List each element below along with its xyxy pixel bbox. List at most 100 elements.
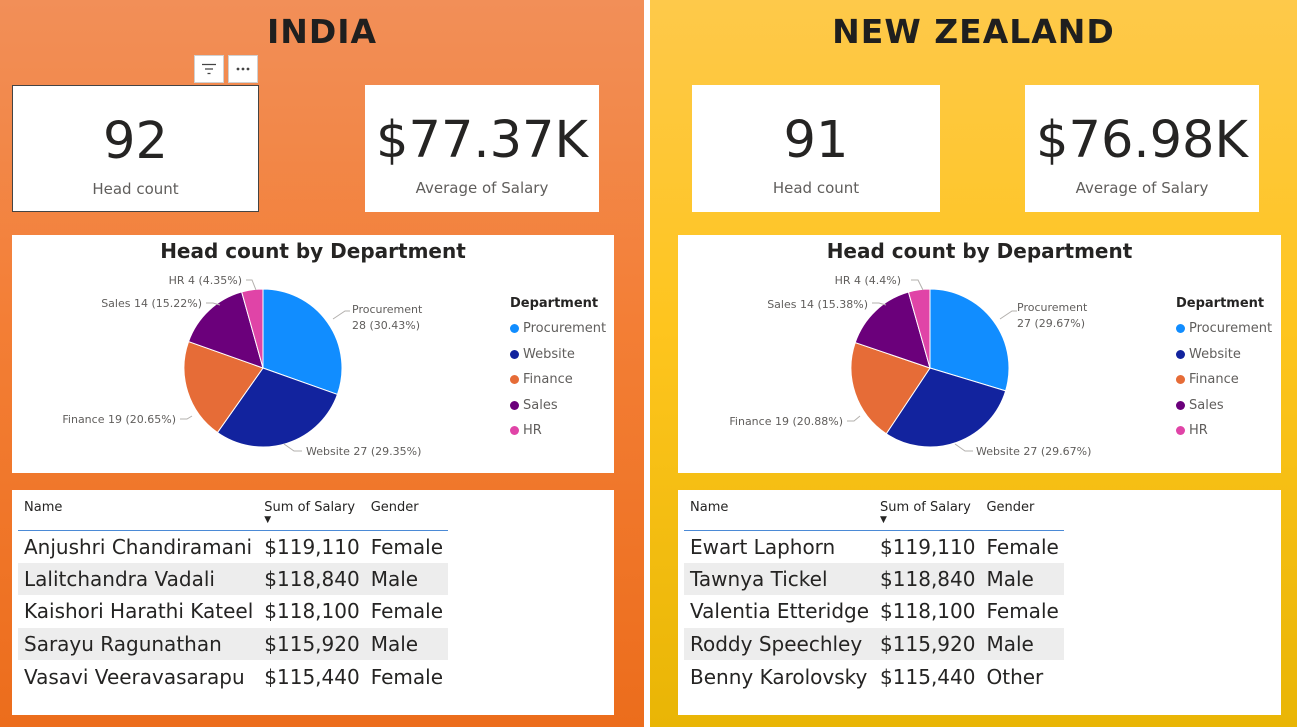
table-row[interactable]: Lalitchandra Vadali $118,840 Male — [18, 562, 449, 596]
nz-pie-slice-hr[interactable] — [907, 288, 931, 369]
india-salary-label: Average of Salary — [415, 179, 549, 197]
column-header-gender[interactable]: Gender — [364, 496, 449, 531]
table-row[interactable]: Benny Karolovsky $115,440 Other — [684, 660, 1064, 693]
nz-title: NEW ZEALAND — [832, 12, 1115, 51]
cell-name: Kaishori Harathi Kateel — [24, 599, 254, 624]
india-pie-slice-finance[interactable] — [183, 340, 264, 434]
nz-headcount-label: Head count — [772, 179, 860, 197]
nz-salary-table: Name Sum of Salary ▼ Gender Ewart Laphorn… — [684, 496, 1064, 693]
nz-label-website: Website 27 (29.67%) — [976, 445, 1091, 458]
column-header-name[interactable]: Name — [684, 496, 875, 531]
india-headcount-label: Head count — [92, 180, 179, 198]
nz-legend-website[interactable]: Website — [1176, 342, 1272, 368]
india-pie-slice-procurement[interactable] — [262, 288, 343, 396]
india-title: INDIA — [266, 12, 378, 51]
more-options-icon[interactable] — [228, 55, 258, 83]
nz-legend-finance[interactable]: Finance — [1176, 367, 1272, 393]
nz-salary-card[interactable]: $76.98K Average of Salary — [1025, 85, 1259, 212]
nz-label-procurement-value: 27 (29.67%) — [1017, 317, 1085, 330]
nz-pie-slice-finance[interactable] — [850, 341, 931, 435]
nz-leader-hr — [911, 279, 924, 291]
india-chart-title: Head count by Department — [160, 239, 466, 263]
table-row[interactable]: Tawnya Tickel $118,840 Male — [684, 562, 1064, 596]
india-salary-card[interactable]: $77.37K Average of Salary — [365, 85, 599, 212]
india-legend-finance[interactable]: Finance — [510, 367, 606, 393]
nz-leader-sales — [872, 302, 887, 306]
nz-label-sales: Sales 14 (15.38%) — [767, 298, 868, 311]
table-row[interactable]: Anjushri Chandiramani $119,110 Female — [18, 530, 448, 563]
table-row[interactable]: Ewart Laphorn $119,110 Female — [684, 530, 1064, 563]
table-row[interactable]: Valentia Etteridge $118,100 Female — [684, 595, 1064, 628]
cell-salary: $118,840 — [258, 562, 365, 596]
legend-label: Sales — [1189, 397, 1224, 413]
india-table-card[interactable]: Name Sum of Salary ▼ Gender Anjushri Chan… — [12, 490, 614, 715]
india-legend: Department Procurement Website Finance S… — [510, 296, 606, 444]
legend-label: Procurement — [1189, 321, 1273, 337]
nz-pie-slice-website[interactable] — [885, 367, 1007, 448]
filter-icon[interactable] — [194, 55, 224, 83]
nz-legend: Department Procurement Website Finance S… — [1176, 296, 1272, 444]
nz-table-card[interactable]: Name Sum of Salary ▼ Gender Ewart Laphorn… — [678, 490, 1281, 715]
cell-name: Benny Karolovsky — [690, 664, 868, 689]
india-label-website: Website 27 (29.35%) — [306, 445, 421, 458]
india-headcount-value: 92 — [103, 112, 168, 171]
cell-name: Sarayu Ragunathan — [18, 627, 259, 661]
nz-headcount-card[interactable]: 91 Head count — [692, 85, 940, 212]
nz-pie-chart-card[interactable]: Head count by Department Procurement 27 … — [678, 235, 1281, 473]
table-row[interactable]: Roddy Speechley $115,920 Male — [684, 627, 1064, 661]
legend-label: HR — [1189, 423, 1208, 439]
column-header-gender[interactable]: Gender — [980, 496, 1064, 531]
india-leader-sales — [206, 302, 221, 306]
table-row[interactable]: Vasavi Veeravasarapu $115,440 Female — [18, 660, 448, 693]
legend-label: Finance — [1189, 372, 1239, 388]
nz-legend-hr[interactable]: HR — [1176, 418, 1272, 444]
legend-label: Procurement — [523, 321, 607, 337]
cell-name: Valentia Etteridge — [690, 599, 870, 624]
india-legend-procurement[interactable]: Procurement — [510, 316, 606, 342]
cell-gender: Female — [370, 534, 444, 559]
india-pie-chart-card[interactable]: Head count by Department Procurement 28 … — [12, 235, 614, 473]
table-row[interactable]: Kaishori Harathi Kateel $118,100 Female — [18, 595, 448, 628]
column-header-salary[interactable]: Sum of Salary ▼ — [874, 496, 981, 531]
legend-dot-icon — [510, 426, 519, 436]
nz-salary-label: Average of Salary — [1075, 179, 1209, 197]
cell-name: Tawnya Tickel — [684, 562, 875, 596]
india-leader-finance — [180, 415, 193, 420]
table-row[interactable]: Sarayu Ragunathan $115,920 Male — [18, 627, 449, 661]
nz-salary-value: $76.98K — [1036, 111, 1248, 170]
india-headcount-card[interactable]: 92 Head count — [12, 85, 259, 212]
nz-headcount-value: 91 — [783, 111, 849, 170]
india-pie-slice-website[interactable] — [216, 367, 339, 448]
nz-leader-website — [954, 443, 973, 452]
india-label-procurement-value: 28 (30.43%) — [352, 319, 420, 332]
nz-legend-procurement[interactable]: Procurement — [1176, 316, 1272, 342]
cell-gender: Female — [986, 599, 1059, 624]
legend-label: Sales — [523, 397, 558, 413]
cell-gender: Male — [364, 562, 449, 596]
india-legend-hr[interactable]: HR — [510, 418, 606, 444]
india-legend-sales[interactable]: Sales — [510, 393, 606, 419]
cell-salary: $119,110 — [264, 534, 360, 559]
india-leader-hr — [246, 279, 257, 291]
legend-dot-icon — [510, 375, 519, 385]
nz-pie-slice-procurement[interactable] — [929, 288, 1010, 392]
india-pie-slice-hr[interactable] — [241, 288, 264, 369]
nz-pie-slice-sales[interactable] — [854, 291, 931, 369]
india-legend-website[interactable]: Website — [510, 342, 606, 368]
cell-salary: $118,100 — [264, 599, 360, 624]
column-header-name[interactable]: Name — [18, 496, 259, 531]
nz-legend-sales[interactable]: Sales — [1176, 393, 1272, 419]
legend-label: Finance — [523, 372, 573, 388]
cell-salary: $115,920 — [874, 627, 981, 661]
column-header-salary[interactable]: Sum of Salary ▼ — [258, 496, 365, 531]
india-label-finance: Finance 19 (20.65%) — [62, 413, 176, 426]
nz-legend-title: Department — [1176, 296, 1265, 311]
column-header-label: Sum of Salary — [880, 500, 971, 515]
cell-salary: $115,440 — [880, 664, 976, 689]
india-pie-slice-sales[interactable] — [187, 291, 264, 369]
cell-name: Vasavi Veeravasarapu — [24, 664, 245, 689]
nz-label-hr: HR 4 (4.4%) — [835, 274, 901, 287]
legend-dot-icon — [510, 400, 519, 410]
nz-chart-title: Head count by Department — [826, 239, 1133, 263]
nz-label-finance: Finance 19 (20.88%) — [729, 415, 843, 428]
